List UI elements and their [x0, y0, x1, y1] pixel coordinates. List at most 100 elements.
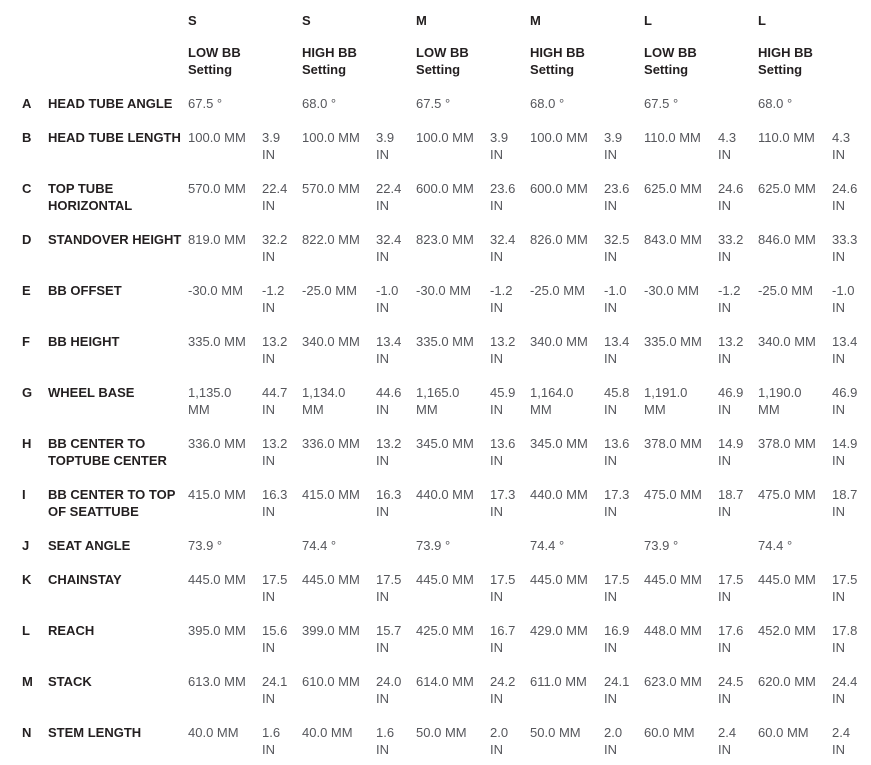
value-mm: 73.9 °: [416, 538, 451, 553]
value-mm: 1,164.0 MM: [530, 385, 574, 417]
value-in: 17.8 IN: [832, 623, 858, 655]
value-in: [718, 537, 758, 571]
value-in: 2.0 IN: [604, 725, 623, 757]
value-mm: 570.0 MM: [188, 181, 246, 196]
row-name: BB OFFSET: [48, 283, 122, 298]
value-in: [376, 537, 416, 571]
value-in: 13.6 IN: [604, 436, 630, 468]
value-mm: 74.4 °: [758, 538, 793, 553]
value-mm: 336.0 MM: [302, 436, 360, 451]
value-in: 17.5 IN: [490, 572, 516, 604]
value-mm: -25.0 MM: [302, 283, 357, 298]
value-in: 17.3 IN: [490, 487, 516, 519]
table-row: H BB CENTER TO TOPTUBE CENTER 336.0 MM 1…: [22, 435, 871, 486]
value-mm: 415.0 MM: [302, 487, 360, 502]
value-in: 13.4 IN: [604, 334, 630, 366]
value-mm: 610.0 MM: [302, 674, 360, 689]
table-row: N STEM LENGTH 40.0 MM 1.6 IN 40.0 MM 1.6…: [22, 724, 871, 765]
value-mm: 445.0 MM: [302, 572, 360, 587]
row-letter: I: [22, 487, 26, 502]
value-in: 32.4 IN: [490, 232, 516, 264]
value-in: 1.6 IN: [376, 725, 395, 757]
size-header-label: L: [758, 13, 766, 28]
value-mm: 60.0 MM: [758, 725, 809, 740]
value-in: 3.9 IN: [604, 130, 623, 162]
value-mm: 625.0 MM: [758, 181, 816, 196]
value-in: 45.9 IN: [490, 385, 516, 417]
value-mm: 429.0 MM: [530, 623, 588, 638]
value-mm: 100.0 MM: [416, 130, 474, 145]
value-mm: 345.0 MM: [530, 436, 588, 451]
value-mm: 445.0 MM: [188, 572, 246, 587]
value-mm: 600.0 MM: [530, 181, 588, 196]
table-row: K CHAINSTAY 445.0 MM 17.5 IN 445.0 MM 17…: [22, 571, 871, 622]
value-mm: 846.0 MM: [758, 232, 816, 247]
value-mm: 475.0 MM: [758, 487, 816, 502]
value-in: 3.9 IN: [490, 130, 509, 162]
value-in: 13.2 IN: [262, 436, 288, 468]
value-in: 17.5 IN: [376, 572, 402, 604]
value-in: 17.5 IN: [604, 572, 630, 604]
value-in: 17.6 IN: [718, 623, 744, 655]
table-body: A HEAD TUBE ANGLE 67.5 ° 68.0 ° 67.5 ° 6…: [22, 95, 871, 765]
row-name: STEM LENGTH: [48, 725, 142, 740]
value-in: 23.6 IN: [604, 181, 630, 213]
value-in: 24.2 IN: [490, 674, 516, 706]
value-mm: 74.4 °: [530, 538, 565, 553]
row-letter: J: [22, 538, 30, 553]
value-in: 17.5 IN: [718, 572, 744, 604]
row-name: TOP TUBE HORIZONTAL: [48, 181, 133, 213]
value-in: 2.0 IN: [490, 725, 509, 757]
row-name: STANDOVER HEIGHT: [48, 232, 182, 247]
value-mm: 1,191.0 MM: [644, 385, 688, 417]
value-mm: 100.0 MM: [530, 130, 588, 145]
value-mm: 336.0 MM: [188, 436, 246, 451]
value-mm: 1,165.0 MM: [416, 385, 460, 417]
value-in: -1.0 IN: [832, 283, 855, 315]
table-row: B HEAD TUBE LENGTH 100.0 MM 3.9 IN 100.0…: [22, 129, 871, 180]
table-row: M STACK 613.0 MM 24.1 IN 610.0 MM 24.0 I…: [22, 673, 871, 724]
value-in: [604, 95, 644, 129]
value-in: [604, 537, 644, 571]
value-mm: 40.0 MM: [302, 725, 353, 740]
row-name: REACH: [48, 623, 95, 638]
value-in: 17.5 IN: [832, 572, 858, 604]
table-row: G WHEEL BASE 1,135.0 MM 44.7 IN 1,134.0 …: [22, 384, 871, 435]
value-in: 24.1 IN: [262, 674, 288, 706]
bb-setting-header-label: HIGH BB Setting: [302, 45, 357, 77]
value-in: [832, 537, 871, 571]
value-mm: 340.0 MM: [530, 334, 588, 349]
value-in: 13.2 IN: [262, 334, 288, 366]
value-mm: 100.0 MM: [302, 130, 360, 145]
value-mm: 425.0 MM: [416, 623, 474, 638]
value-in: -1.2 IN: [262, 283, 285, 315]
row-name: BB CENTER TO TOPTUBE CENTER: [48, 436, 167, 468]
value-mm: 452.0 MM: [758, 623, 816, 638]
value-in: 13.4 IN: [832, 334, 858, 366]
value-in: 46.9 IN: [832, 385, 858, 417]
row-letter: G: [22, 385, 33, 400]
value-mm: 822.0 MM: [302, 232, 360, 247]
value-in: -1.0 IN: [376, 283, 399, 315]
value-mm: -25.0 MM: [758, 283, 813, 298]
row-letter: K: [22, 572, 32, 587]
row-letter: H: [22, 436, 32, 451]
bb-setting-header-label: HIGH BB Setting: [758, 45, 813, 77]
value-mm: 68.0 °: [302, 96, 337, 111]
value-mm: 395.0 MM: [188, 623, 246, 638]
value-in: 24.6 IN: [832, 181, 858, 213]
value-mm: 415.0 MM: [188, 487, 246, 502]
value-in: 2.4 IN: [718, 725, 737, 757]
value-in: 24.1 IN: [604, 674, 630, 706]
value-in: 33.3 IN: [832, 232, 858, 264]
value-mm: 620.0 MM: [758, 674, 816, 689]
empty-corner-cell: [48, 12, 188, 44]
value-in: 13.2 IN: [376, 436, 402, 468]
value-mm: 611.0 MM: [530, 674, 587, 689]
value-in: 16.3 IN: [262, 487, 288, 519]
row-letter: E: [22, 283, 31, 298]
value-mm: 335.0 MM: [644, 334, 702, 349]
bb-setting-header-label: LOW BB Setting: [644, 45, 697, 77]
value-mm: -30.0 MM: [416, 283, 471, 298]
value-mm: 1,135.0 MM: [188, 385, 232, 417]
